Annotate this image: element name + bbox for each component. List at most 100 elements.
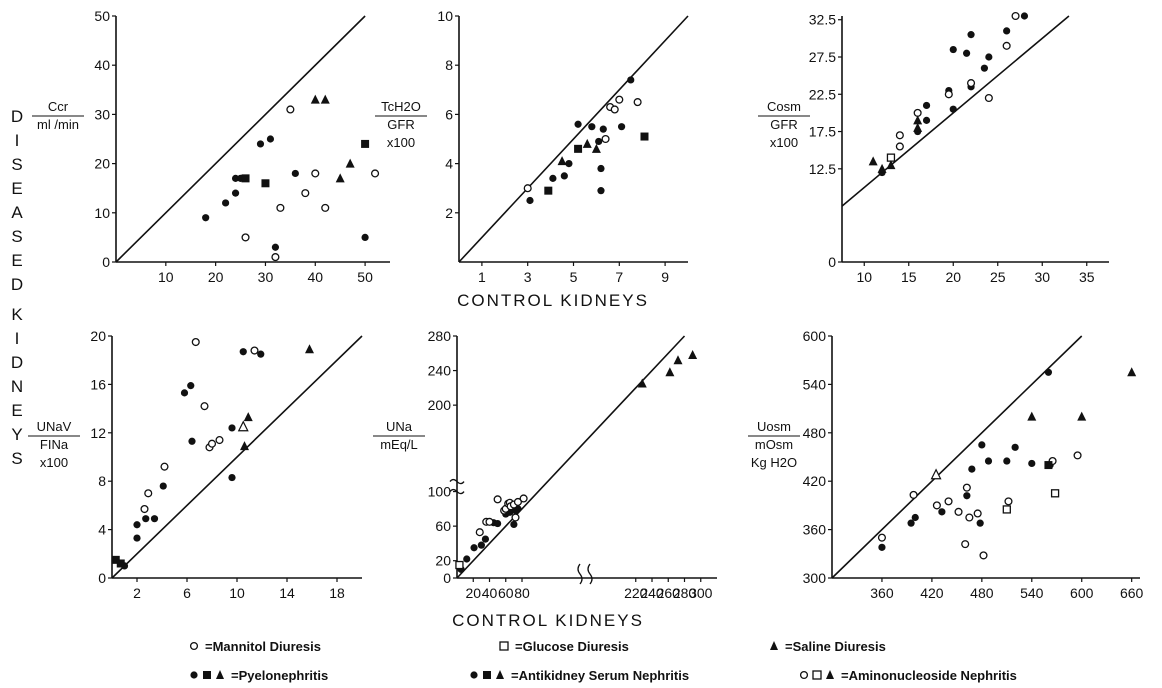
y-tick-label: 6 [445,106,453,122]
y-tick-label: 22.5 [809,86,836,102]
x-tick-label: 7 [615,269,623,285]
y-axis-label-line: Uosm [757,419,791,434]
data-point-filled-circle [597,187,605,195]
data-point-filled-circle [1028,459,1036,468]
data-point-filled-circle [481,535,490,543]
data-point-filled-circle [560,172,568,180]
y-axis-label-line: ml /min [37,117,79,132]
data-point-filled-circle [477,541,485,549]
x-tick-label: 80 [514,585,530,601]
data-point-filled-circle [963,49,971,57]
data-point-filled-circle [133,521,141,529]
scatter-panel-2: 1 3 5 7 9 2 4 6 8 10 TcH2O GFR x100 [375,8,689,285]
data-point-open-circle [301,189,310,198]
data-point-filled-circle [188,437,196,445]
data-point-filled-circle [231,174,240,182]
data-point-filled-circle [231,189,240,197]
legend-label: =Antikidney Serum Nephritis [511,668,689,683]
x-tick-label: 30 [258,269,274,285]
data-point-open-circle [610,105,619,114]
data-point-filled-triangle [582,138,592,148]
data-point-open-circle [615,95,624,104]
data-point-filled-circle [159,482,167,490]
left-label-letter: N [11,377,23,396]
left-label-kidneys: KIDNEYS [11,305,23,468]
x-tick-label: 9 [661,269,669,285]
data-point-open-circle [475,528,484,537]
y-tick-label: 20 [94,156,110,172]
data-point-filled-circle [984,457,993,465]
data-point-open-circle [207,439,217,448]
data-point-open-circle [511,513,520,522]
y-tick-label: 4 [445,156,453,172]
y-axis-label-line: x100 [770,135,798,150]
y-axis-label-line: UNaV [37,419,72,434]
y-tick-label: 10 [94,205,110,221]
data-point-open-circle [241,233,250,242]
data-point-filled-circle [911,513,919,522]
x-tick-label: 300 [689,585,713,601]
y-tick-label: 4 [98,522,106,538]
data-point-filled-circle [222,199,230,207]
data-point-open-circle [276,203,285,212]
legend-item: =Pyelonephritis [190,668,328,683]
data-point-filled-circle [266,135,275,143]
data-point-filled-square [574,144,583,153]
data-point-open-circle [140,504,149,514]
data-point-open-circle [601,134,610,144]
y-tick-label: 8 [445,57,453,73]
data-point-filled-circle [228,473,236,482]
data-point-filled-triangle [665,367,675,377]
data-point-filled-circle [978,441,986,449]
x-tick-label: 10 [229,585,245,601]
data-point-filled-circle [922,116,931,124]
data-point-filled-circle [1003,457,1011,465]
data-point-open-circle [493,495,502,504]
data-point-open-square [455,560,464,570]
x-tick-label: 35 [1079,269,1095,285]
y-tick-label: 0 [102,254,110,270]
y-tick-label: 0 [828,254,836,270]
data-point-open-circle [271,253,280,262]
scatter-panel-4: 2 6 10 14 18 0 4 8 12 16 20 UNaV FINa x100 [28,328,363,601]
data-point-filled-circle [574,120,582,128]
left-label-letter: D [11,107,23,126]
identity-line [458,15,689,263]
y-axis-label-line: GFR [387,117,414,132]
data-point-filled-circle [627,76,635,84]
data-point-open-circle [1073,451,1082,460]
y-tick-label: 200 [428,397,452,413]
x-tick-label: 420 [920,585,944,601]
data-point-open-circle [984,93,993,103]
left-label-letter: I [15,329,20,348]
y-axis-label-line: mOsm [755,437,793,452]
data-point-open-circle [250,346,259,355]
data-point-open-circle [1004,497,1013,506]
y-axis-label-line: x100 [387,135,415,150]
data-point-filled-circle [617,123,626,131]
y-tick-label: 20 [435,553,451,569]
data-point-filled-circle [878,543,886,551]
data-point-filled-circle [976,519,984,527]
data-point-filled-triangle [320,94,330,104]
y-tick-label: 16 [90,376,106,392]
legend-item: =Glucose Diuresis [499,639,629,654]
data-point-open-circle [895,131,904,140]
data-point-filled-circle [202,214,210,222]
data-point-filled-triangle [637,378,647,388]
y-tick-label: 240 [428,363,452,379]
x-tick-label: 220 [624,585,648,601]
y-tick-label: 300 [803,570,827,586]
data-point-filled-triangle [305,344,314,354]
left-label-letter: S [11,155,22,174]
left-label-letter: D [11,275,23,294]
x-tick-label: 660 [1120,585,1144,601]
data-point-filled-triangle [591,143,601,153]
x-tick-label: 240 [640,585,664,601]
x-tick-label: 10 [856,269,872,285]
data-point-open-circle [954,507,963,516]
x-tick-label: 600 [1070,585,1094,601]
x-tick-label: 18 [329,585,345,601]
left-label-letter: D [11,353,23,372]
